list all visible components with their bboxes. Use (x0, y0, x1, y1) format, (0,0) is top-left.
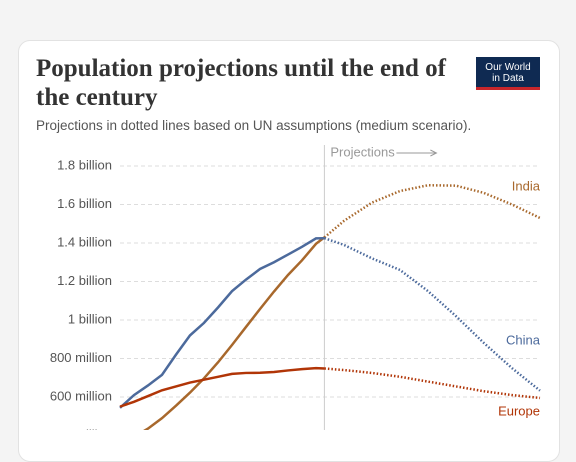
chart-title: Population projections until the end of … (36, 55, 446, 111)
y-tick-label: 1.4 billion (57, 234, 112, 249)
annotation-arrow (396, 149, 438, 157)
y-tick-label: 1.8 billion (57, 157, 112, 172)
line-projection (323, 183, 541, 239)
series-label: China (506, 332, 541, 347)
y-tick-label: 600 million (50, 388, 112, 403)
y-tick-label: 1.2 billion (57, 273, 112, 288)
y-tick-label: 400 million (50, 427, 112, 430)
y-tick-label: 1.6 billion (57, 196, 112, 211)
line-historical (119, 236, 325, 409)
y-tick-label: 1 billion (68, 311, 112, 326)
annotation: Projections (330, 144, 395, 159)
logo-line: Our World (485, 62, 531, 73)
chart-subtitle: Projections in dotted lines based on UN … (36, 118, 472, 133)
logo: Our World in Data (476, 57, 540, 90)
line-projection (323, 237, 541, 392)
y-tick-label: 800 million (50, 350, 112, 365)
line-historical (143, 236, 326, 430)
chart: 400 million 600 million 800 million 1 billi… (50, 144, 541, 430)
line-projection (324, 367, 541, 400)
series-label: India (512, 178, 541, 193)
series-label: Europe (498, 403, 540, 418)
logo-line: in Data (492, 73, 524, 84)
line-historical (119, 366, 325, 408)
page: Population projections until the end of … (18, 40, 560, 462)
card (18, 40, 560, 462)
